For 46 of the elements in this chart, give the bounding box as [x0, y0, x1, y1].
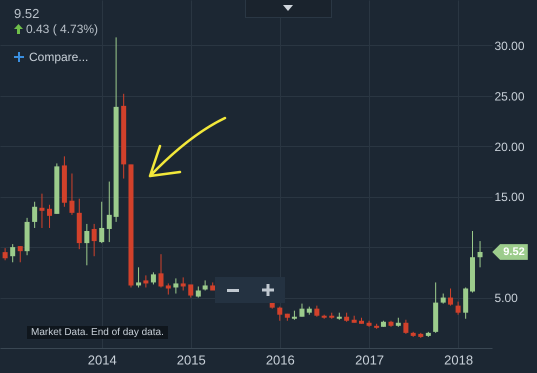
candlestick — [47, 204, 52, 228]
candlestick — [69, 172, 74, 216]
candlestick — [180, 276, 186, 292]
candlestick — [10, 244, 16, 263]
candlestick — [2, 248, 8, 261]
candlestick — [403, 319, 408, 334]
candlestick — [456, 301, 461, 316]
candlestick — [440, 293, 446, 304]
candlestick — [314, 305, 320, 318]
candlestick — [478, 240, 483, 268]
candlestick — [32, 201, 38, 228]
annotation: Market Data. End of day data. — [27, 326, 168, 339]
candlestick — [292, 310, 297, 320]
x-tick-label: 2017 — [355, 352, 384, 368]
candlestick — [344, 312, 350, 322]
x-tick-label: 2016 — [266, 352, 295, 368]
candlestick — [299, 303, 304, 318]
x-tick-label: 2018 — [444, 352, 474, 368]
candlestick — [158, 254, 164, 288]
candlestick — [143, 274, 148, 288]
y-tick-label: 30.00 — [494, 38, 525, 53]
y-tick-label: 5.00 — [494, 291, 518, 306]
candlestick — [196, 286, 201, 298]
candlestick — [18, 246, 23, 263]
candlestick — [188, 284, 194, 298]
text: 9.52 — [14, 6, 40, 21]
y-tick-label: 25.00 — [494, 89, 525, 104]
candlestick — [277, 306, 282, 322]
x-tick-label: 2015 — [176, 352, 206, 368]
candlestick — [150, 272, 156, 285]
candlestick — [166, 282, 171, 296]
candlestick — [99, 201, 104, 244]
candlestick — [396, 317, 401, 328]
candlestick — [136, 266, 142, 288]
annotation: Compare... — [29, 50, 88, 64]
candlestick — [173, 278, 178, 294]
candlestick — [202, 280, 208, 292]
y-tick-label: 20.00 — [494, 140, 525, 154]
y-tick-label: 15.00 — [494, 190, 525, 204]
candlestick — [39, 193, 44, 228]
candlestick — [448, 288, 454, 306]
candlestick — [92, 223, 97, 257]
text: 9.52 — [503, 246, 525, 258]
text: 0.43 ( 4.73%) — [26, 22, 98, 36]
x-tick-label: 2014 — [88, 352, 117, 368]
candlestick — [84, 223, 90, 266]
